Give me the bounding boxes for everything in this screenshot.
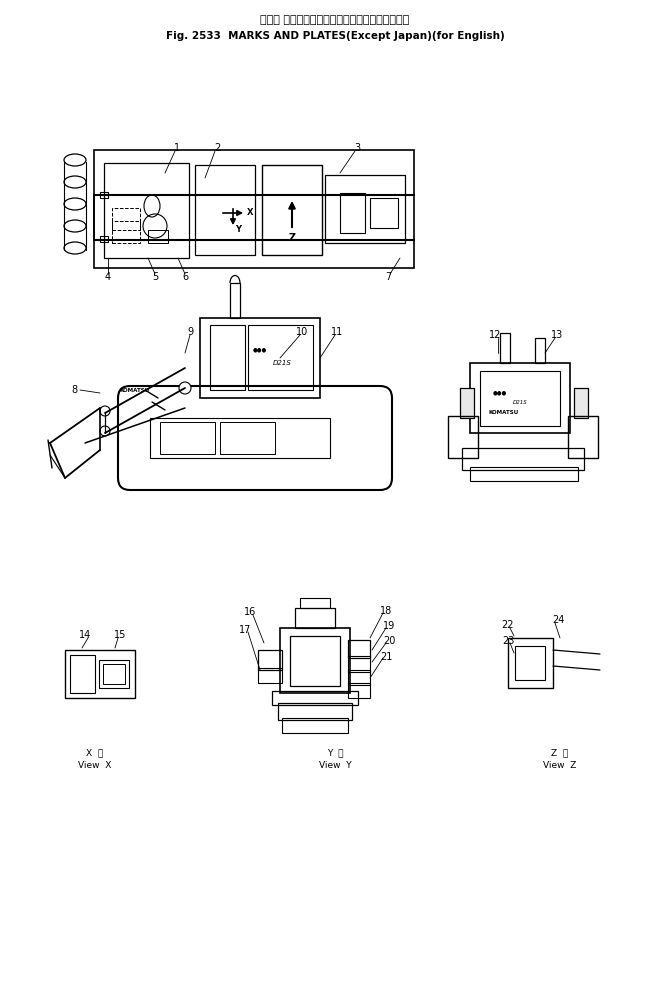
Text: View  Y: View Y <box>319 762 352 771</box>
Text: 7: 7 <box>385 272 391 282</box>
Text: 22: 22 <box>502 620 514 630</box>
Bar <box>99 660 129 688</box>
Circle shape <box>100 426 110 436</box>
Text: Y: Y <box>235 225 241 234</box>
Text: 19: 19 <box>383 621 395 631</box>
Circle shape <box>179 382 191 394</box>
Bar <box>348 683 370 698</box>
Bar <box>262 165 322 255</box>
Text: 16: 16 <box>244 607 256 617</box>
Bar <box>94 150 414 268</box>
Bar <box>103 664 125 684</box>
Bar <box>200 318 320 398</box>
Text: X: X <box>247 208 253 217</box>
Bar <box>195 165 255 255</box>
Bar <box>65 650 135 698</box>
Bar <box>462 448 584 470</box>
Bar <box>340 193 365 233</box>
Text: 18: 18 <box>380 606 392 616</box>
Bar <box>325 175 405 243</box>
Text: 3: 3 <box>354 143 360 153</box>
Text: KOMATSU: KOMATSU <box>120 387 150 392</box>
Text: 6: 6 <box>182 272 188 282</box>
Bar <box>258 650 282 670</box>
Text: View  Z: View Z <box>544 762 576 771</box>
Bar <box>210 325 245 390</box>
Text: 2: 2 <box>214 143 220 153</box>
Bar <box>480 371 560 426</box>
Bar <box>150 418 330 458</box>
Text: KOMATSU: KOMATSU <box>489 410 519 416</box>
Text: Y  視: Y 視 <box>327 749 344 758</box>
Text: 10: 10 <box>296 327 308 337</box>
Bar <box>348 640 370 658</box>
Bar <box>272 691 358 705</box>
Text: Z  視: Z 視 <box>552 749 568 758</box>
Bar <box>70 655 95 693</box>
Text: 1: 1 <box>174 143 180 153</box>
Text: 14: 14 <box>79 630 91 640</box>
Bar <box>230 283 240 318</box>
Text: 20: 20 <box>383 636 395 646</box>
Text: 12: 12 <box>488 330 501 340</box>
Text: Fig. 2533  MARKS AND PLATES(Except Japan)(for English): Fig. 2533 MARKS AND PLATES(Except Japan)… <box>166 31 505 41</box>
Text: 17: 17 <box>239 625 251 635</box>
Bar <box>104 163 189 258</box>
Text: 23: 23 <box>502 636 514 646</box>
Bar <box>112 208 140 230</box>
Bar <box>370 198 398 228</box>
Bar <box>470 363 570 433</box>
Text: ●●●: ●●● <box>493 390 507 395</box>
Bar <box>278 703 352 720</box>
Text: 4: 4 <box>105 272 111 282</box>
Bar <box>282 718 348 733</box>
Bar <box>280 628 350 693</box>
Text: 8: 8 <box>71 385 77 395</box>
Text: View  X: View X <box>79 762 111 771</box>
Text: X  視: X 視 <box>87 749 103 758</box>
Bar <box>348 670 370 685</box>
Bar <box>112 221 140 243</box>
Circle shape <box>100 406 110 416</box>
Bar <box>258 668 282 683</box>
Text: ●●●: ●●● <box>253 348 267 353</box>
Bar <box>500 333 510 363</box>
Text: 13: 13 <box>551 330 563 340</box>
Text: 11: 11 <box>331 327 343 337</box>
Bar <box>220 422 275 454</box>
Text: 5: 5 <box>152 272 158 282</box>
Bar <box>160 422 215 454</box>
Bar <box>448 416 478 458</box>
Bar <box>295 608 335 628</box>
Bar <box>515 646 545 680</box>
Text: 24: 24 <box>552 615 564 625</box>
Bar <box>300 598 330 608</box>
Text: 9: 9 <box>187 327 193 337</box>
Bar <box>348 656 370 672</box>
Bar <box>148 230 168 243</box>
Bar <box>248 325 313 390</box>
Bar <box>460 388 474 418</box>
Bar <box>100 192 108 198</box>
Bar <box>508 638 553 688</box>
Bar <box>290 636 340 686</box>
Bar <box>568 416 598 458</box>
Bar <box>470 467 578 481</box>
Text: 21: 21 <box>380 652 392 662</box>
Text: D21S: D21S <box>513 400 527 405</box>
Text: マーク およびプレート（海　外　向）（英　語）: マーク およびプレート（海 外 向）（英 語） <box>260 15 409 25</box>
Bar <box>574 388 588 418</box>
Text: D21S: D21S <box>272 360 291 366</box>
Text: 15: 15 <box>114 630 126 640</box>
Text: Z: Z <box>289 233 295 243</box>
Bar <box>535 338 545 363</box>
Bar <box>100 236 108 242</box>
